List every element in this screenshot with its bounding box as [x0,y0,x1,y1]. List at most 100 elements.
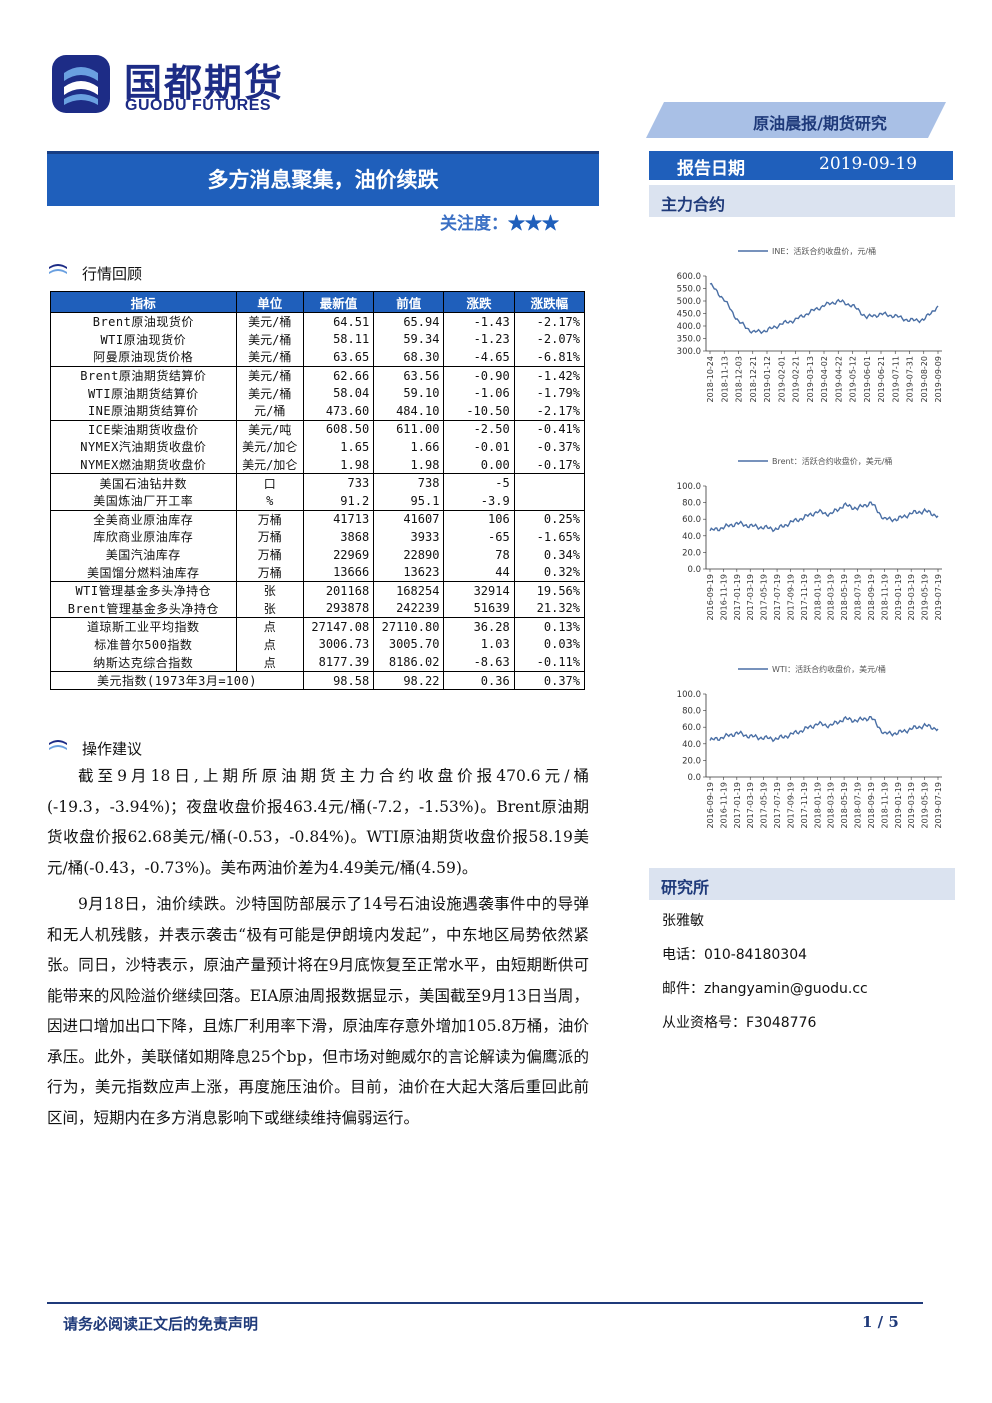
row-unit: 口 [235,473,304,492]
x-tick-label: 2017-09-19 [786,574,795,621]
row-previous: 1.66 [373,438,445,456]
row-latest: 3868 [302,528,375,546]
row-latest: 58.04 [302,384,375,402]
brand-name-cn: 国都期货 [124,61,285,105]
table-row: 标准普尔500指数点 3006.73 3005.70 1.03 0.03% [50,635,586,654]
x-tick-label: 2018-05-19 [840,574,849,621]
row-latest: 63.65 [302,348,375,367]
y-tick-label: 60.0 [682,723,701,733]
advice-paragraph: 截至9月18日,上期所原油期货主力合约收盘价报470.6元/桶(-19.3，-3… [47,767,589,877]
x-tick-label: 2017-11-19 [800,574,809,621]
series-line [709,501,939,533]
logo-mark-icon [52,55,110,113]
row-name: NYMEX汽油期货收盘价 [50,438,237,456]
row-previous: 3005.70 [373,635,445,654]
row-unit: 美元/加仑 [235,438,304,456]
row-name: 美元指数(1973年3月=100) [50,670,304,691]
main-contract-header: 主力合约 [649,185,955,217]
table-row: WTI原油现货价 美元/桶 58.11 59.34 -1.23 -2.07% [50,330,586,349]
row-previous: 168254 [373,580,445,600]
row-name: Brent原油期货结算价 [50,365,237,385]
section-advice: 操作建议 [82,740,143,758]
table-row: NYMEX汽油期货收盘价 美元/加仑 1.65 1.66 -0.01 -0.37% [50,438,586,456]
row-change-pct: -0.17% [513,455,586,474]
table-row: 美国石油钻井数口 733 738 -5 [50,473,586,492]
brand-name-en: GUODU FUTURES [125,97,272,114]
series-line [709,715,939,743]
row-latest: 733 [302,473,375,492]
y-tick-label: 450.0 [677,310,701,320]
x-tick-label: 2017-07-19 [773,574,782,621]
row-change: -2.50 [443,419,515,439]
y-tick-label: 500.0 [677,297,701,307]
x-tick-label: 2018-07-19 [854,574,863,621]
row-change: 0.36 [443,670,515,691]
market-table: 指标 单位 最新值 前值 涨跌 涨跌幅 Brent原油现货价 美元/桶 64.51 6… [50,291,586,691]
row-change-pct: -2.07% [513,330,586,349]
table-header-row: 指标 单位 最新值 前值 涨跌 涨跌幅 [50,291,586,313]
row-change: -8.63 [443,653,515,672]
x-tick-label: 2017-09-19 [786,782,795,829]
report-date-value: 2019-09-19 [819,154,918,174]
x-tick-label: 2019-03-19 [907,574,916,621]
x-tick-label: 2019-05-19 [921,574,930,621]
table-row: 美国馏分燃料油库存 万桶 13666 13623 44 0.32% [50,563,586,582]
row-previous: 738 [373,473,445,492]
x-tick-label: 2018-11-19 [880,782,889,829]
row-name: 库欣商业原油库存 [50,528,237,546]
row-name: 美国石油钻井数 [50,473,237,492]
y-tick-label: 20.0 [682,756,701,766]
header-previous: 前值 [373,291,445,313]
x-tick-label: 2018-11-13 [720,356,729,403]
analyst-license: 从业资格号：F3048776 [662,1015,817,1031]
row-unit: 美元/吨 [235,419,304,439]
row-previous: 27110.80 [373,617,445,636]
row-name: 美国汽油库存 [50,545,237,564]
brent-price-chart: Brent：活跃合约收盘价，美元/桶 100.0 80.0 60.0 40.0 20.0 0… [677,456,943,621]
y-tick-label: 80.0 [682,499,701,509]
row-previous: 1.98 [373,455,445,474]
row-change: -3.9 [443,491,515,511]
x-tick-label: 2016-11-19 [719,574,728,621]
row-previous: 59.10 [373,384,445,402]
row-unit: 张 [235,599,304,618]
footer-disclaimer[interactable]: 请务必阅读正文后的免责声明 [63,1315,259,1333]
x-tick-label: 2018-03-19 [827,574,836,621]
row-change: -0.01 [443,438,515,456]
y-tick-label: 0.0 [687,565,701,575]
row-unit: 美元/加仑 [235,455,304,474]
row-change-pct: -0.11% [513,653,586,672]
advice-paragraph: 9月18日，油价续跌。沙特国防部展示了14号石油设施遇袭事件中的导弹和无人机残骸… [47,895,589,1127]
x-tick-label: 2017-07-19 [773,782,782,829]
x-tick-label: 2019-07-19 [934,574,943,621]
row-name: 全美商业原油库存 [50,509,237,529]
row-change-pct: -0.41% [513,419,586,439]
row-unit: 元/桶 [235,401,304,421]
row-change-pct: -1.79% [513,384,586,402]
row-previous: 22890 [373,545,445,564]
x-tick-label: 2018-01-19 [813,574,822,621]
x-tick-label: 2016-09-19 [706,782,715,829]
row-change-pct: 21.32% [513,599,586,618]
row-unit: 美元/桶 [235,365,304,385]
y-tick-label: 40.0 [682,740,701,750]
x-tick-label: 2016-11-19 [719,782,728,829]
attention-rating: 关注度：★★★ [440,209,559,234]
chart-legend: Brent：活跃合约收盘价，美元/桶 [738,456,892,466]
row-previous: 65.94 [373,311,445,331]
row-change-pct: 0.37% [513,670,586,691]
row-change: -1.43 [443,311,515,331]
row-latest: 13666 [302,563,375,582]
header-change-pct: 涨跌幅 [513,291,586,313]
table-row: Brent原油现货价 美元/桶 64.51 65.94 -1.43 -2.17% [50,311,586,331]
row-change-pct: 0.13% [513,617,586,636]
x-tick-label: 2018-12-21 [749,356,758,403]
x-tick-label: 2019-03-19 [907,782,916,829]
x-tick-label: 2018-09-19 [867,574,876,621]
table-row-usd-index: 美元指数(1973年3月=100) 98.58 98.22 0.36 0.37% [50,670,586,691]
table-row: 美国炼油厂开工率% 91.2 95.1 -3.9 [50,491,586,511]
x-tick-label: 2017-11-19 [800,782,809,829]
row-change-pct [513,473,586,492]
x-tick-label: 2018-01-19 [813,782,822,829]
y-tick-label: 0.0 [687,773,701,783]
